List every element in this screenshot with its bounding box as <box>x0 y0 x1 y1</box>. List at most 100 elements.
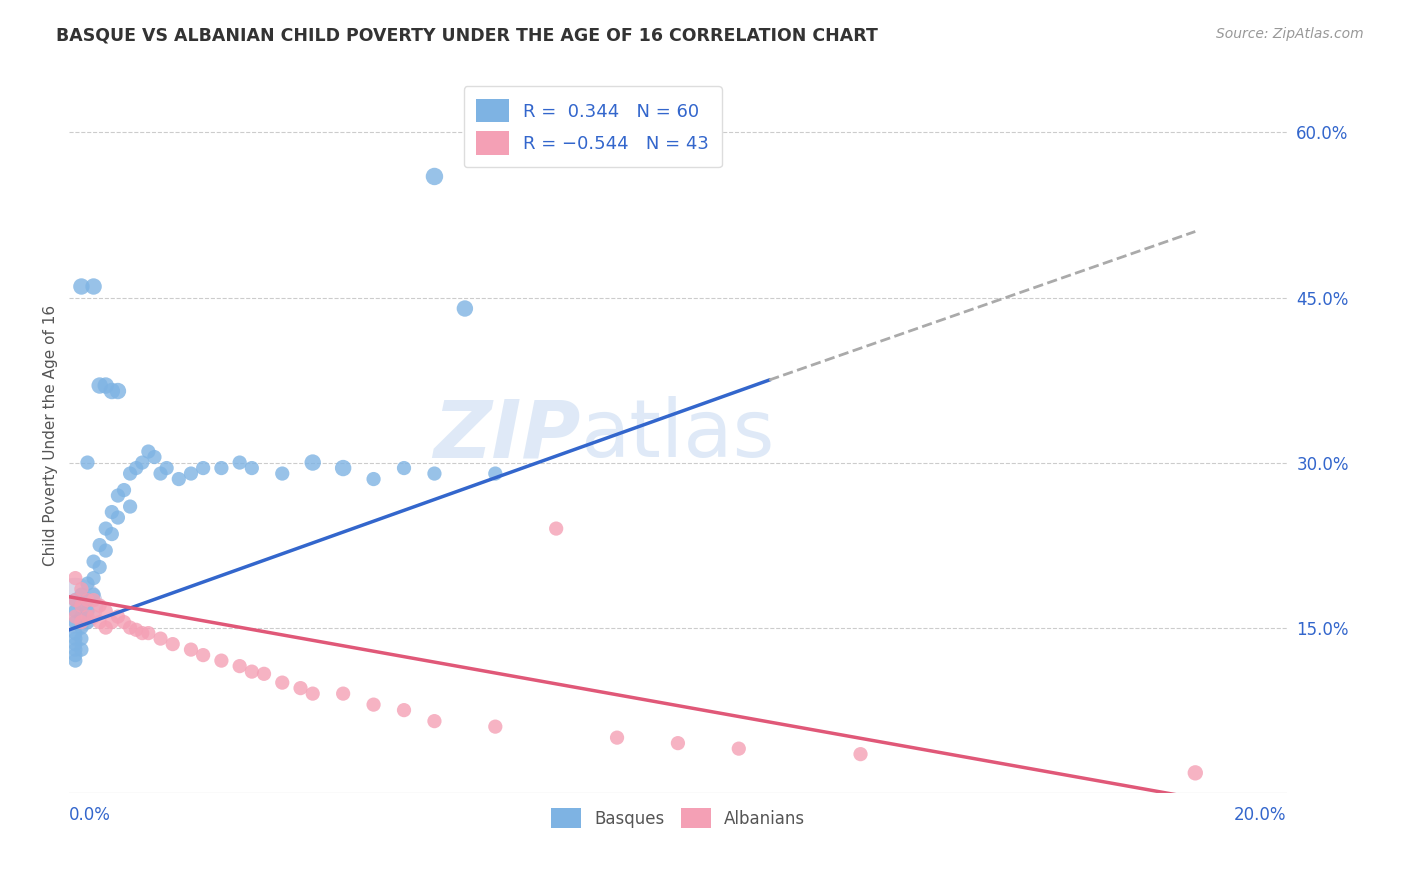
Point <box>101 527 124 541</box>
Point <box>76 609 98 624</box>
Text: 0.0%: 0.0% <box>69 805 111 824</box>
Point <box>454 301 477 316</box>
Text: 20.0%: 20.0% <box>1234 805 1286 824</box>
Point <box>70 599 93 613</box>
Legend: Basques, Albanians: Basques, Albanians <box>544 802 811 834</box>
Point <box>101 505 124 519</box>
Point <box>138 444 160 458</box>
Point <box>70 582 93 596</box>
Point <box>89 378 111 392</box>
Point <box>290 681 312 695</box>
Point <box>83 571 105 585</box>
Point <box>120 621 142 635</box>
Point <box>162 637 184 651</box>
Point <box>156 461 179 475</box>
Point <box>70 609 93 624</box>
Point <box>101 384 124 398</box>
Point <box>65 571 87 585</box>
Point <box>107 384 129 398</box>
Point <box>849 747 872 761</box>
Point <box>253 666 276 681</box>
Point <box>76 593 98 607</box>
Point <box>180 642 202 657</box>
Point <box>546 522 568 536</box>
Point <box>83 588 105 602</box>
Point <box>65 604 87 618</box>
Point <box>180 467 202 481</box>
Point <box>423 467 446 481</box>
Point <box>332 687 354 701</box>
Point <box>484 467 506 481</box>
Point <box>131 626 153 640</box>
Point <box>727 741 749 756</box>
Point <box>76 604 98 618</box>
Point <box>65 654 87 668</box>
Point <box>76 593 98 607</box>
Point <box>228 659 250 673</box>
Text: BASQUE VS ALBANIAN CHILD POVERTY UNDER THE AGE OF 16 CORRELATION CHART: BASQUE VS ALBANIAN CHILD POVERTY UNDER T… <box>56 27 879 45</box>
Point <box>83 593 105 607</box>
Point <box>76 576 98 591</box>
Point <box>423 714 446 728</box>
Point <box>65 642 87 657</box>
Point <box>70 632 93 646</box>
Point <box>149 632 172 646</box>
Point <box>101 615 124 629</box>
Point <box>89 599 111 613</box>
Point <box>65 648 87 662</box>
Text: ZIP: ZIP <box>433 396 581 474</box>
Point <box>94 522 117 536</box>
Point <box>65 599 87 613</box>
Point <box>1184 765 1206 780</box>
Point <box>143 450 166 464</box>
Point <box>606 731 628 745</box>
Point <box>301 687 323 701</box>
Text: Source: ZipAtlas.com: Source: ZipAtlas.com <box>1216 27 1364 41</box>
Point <box>149 467 172 481</box>
Point <box>423 169 446 184</box>
Point <box>94 543 117 558</box>
Point <box>107 609 129 624</box>
Point <box>83 279 105 293</box>
Point <box>167 472 190 486</box>
Point <box>70 621 93 635</box>
Point <box>94 378 117 392</box>
Point <box>138 626 160 640</box>
Point <box>94 621 117 635</box>
Point <box>240 665 263 679</box>
Point <box>392 703 415 717</box>
Point <box>70 588 93 602</box>
Point <box>89 615 111 629</box>
Point <box>240 461 263 475</box>
Point <box>83 609 105 624</box>
Point <box>89 560 111 574</box>
Point <box>65 626 87 640</box>
Y-axis label: Child Poverty Under the Age of 16: Child Poverty Under the Age of 16 <box>44 304 58 566</box>
Point <box>228 456 250 470</box>
Point <box>70 642 93 657</box>
Point <box>70 599 93 613</box>
Point <box>125 461 148 475</box>
Point <box>112 483 135 497</box>
Point <box>65 615 87 629</box>
Point <box>392 461 415 475</box>
Point <box>89 538 111 552</box>
Point <box>76 456 98 470</box>
Point <box>107 489 129 503</box>
Point <box>112 615 135 629</box>
Point <box>271 675 294 690</box>
Point <box>131 456 153 470</box>
Point <box>301 456 323 470</box>
Point <box>107 510 129 524</box>
Point <box>191 648 214 662</box>
Point <box>70 279 93 293</box>
Text: atlas: atlas <box>581 396 775 474</box>
Point <box>94 604 117 618</box>
Point <box>332 461 354 475</box>
Point <box>666 736 689 750</box>
Point <box>65 609 87 624</box>
Point <box>191 461 214 475</box>
Point <box>65 593 87 607</box>
Point <box>363 472 385 486</box>
Point <box>120 467 142 481</box>
